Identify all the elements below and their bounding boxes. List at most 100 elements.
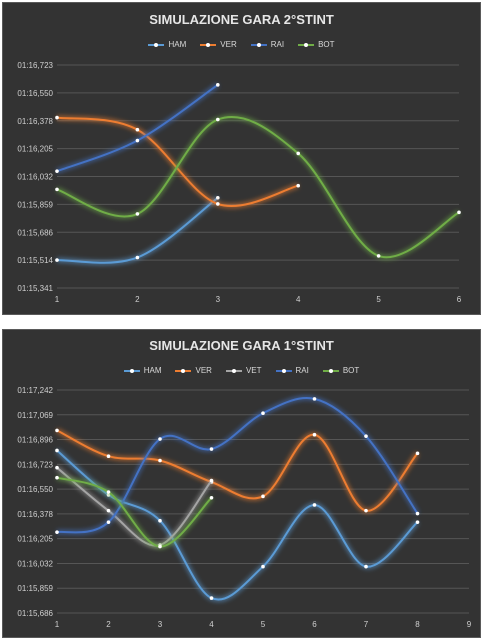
data-point-bot xyxy=(135,212,140,216)
data-point-bot xyxy=(457,210,461,215)
chart-1-stint-plot: 01:15,686 01:15,859 01:16,032 01:16,205 01:1… xyxy=(17,386,472,629)
data-point-rai xyxy=(364,434,368,438)
x-tick-label: 2 xyxy=(106,620,111,629)
chart-legend: HAM VER VET RAI BOT xyxy=(3,366,480,375)
x-tick-label: 3 xyxy=(216,295,221,304)
legend-label: VER xyxy=(220,40,237,49)
data-point-ver xyxy=(364,508,368,513)
data-point-ham xyxy=(55,448,59,453)
y-tick-label: 01:15,514 xyxy=(17,256,53,265)
x-tick-label: 6 xyxy=(312,620,317,629)
data-point-bot xyxy=(55,187,59,192)
y-tick-label: 01:15,859 xyxy=(17,584,53,593)
legend-swatch xyxy=(123,368,140,373)
legend-label: RAI xyxy=(295,366,309,375)
y-tick-label: 01:16,550 xyxy=(17,89,53,98)
data-point-vet xyxy=(209,478,214,483)
series-line-bot xyxy=(56,116,460,259)
legend-item-bot: BOT xyxy=(298,40,335,49)
chart-legend: HAM VER RAI BOT xyxy=(3,40,480,49)
y-tick-label: 01:16,032 xyxy=(17,559,53,568)
data-point-bot xyxy=(55,475,59,480)
x-tick-label: 7 xyxy=(364,620,369,629)
legend-swatch xyxy=(250,42,267,47)
y-tick-label: 01:16,378 xyxy=(17,510,53,519)
x-tick-label: 8 xyxy=(415,620,420,629)
data-point-ver xyxy=(135,127,140,132)
legend-item-ver: VER xyxy=(175,366,212,375)
data-point-ver xyxy=(296,183,301,188)
data-point-rai xyxy=(415,511,420,516)
x-tick-label: 2 xyxy=(135,295,140,304)
data-point-ham xyxy=(135,255,140,260)
chart-title: SIMULAZIONE GARA 2°STINT xyxy=(149,12,334,27)
series-line-ham xyxy=(56,449,419,601)
y-tick-label: 01:16,378 xyxy=(17,117,53,126)
data-point-ham xyxy=(158,518,162,523)
data-point-ham xyxy=(216,195,220,200)
legend-item-vet: VET xyxy=(225,366,262,375)
data-point-bot xyxy=(216,117,220,122)
data-point-bot xyxy=(106,490,111,494)
x-tick-label: 1 xyxy=(55,295,60,304)
series-line-bot xyxy=(56,476,213,548)
data-point-ver xyxy=(158,458,162,463)
series-line-ham xyxy=(56,196,219,264)
y-tick-label: 01:16,723 xyxy=(17,460,53,469)
data-point-bot xyxy=(209,495,214,500)
x-tick-label: 5 xyxy=(376,295,381,304)
chart-2-stint: 01:15,341 01:15,514 01:15,686 01:15,859 01:1… xyxy=(2,2,481,315)
y-tick-label: 01:15,686 xyxy=(17,228,53,237)
data-point-bot xyxy=(376,254,381,258)
data-point-rai xyxy=(209,447,214,451)
data-point-bot xyxy=(296,151,301,156)
data-point-rai xyxy=(261,411,265,416)
data-point-ver xyxy=(55,115,59,120)
legend-item-ver: VER xyxy=(200,40,237,49)
data-point-rai xyxy=(216,83,220,87)
x-tick-label: 9 xyxy=(467,620,472,629)
y-tick-label: 01:17,242 xyxy=(17,386,53,395)
data-point-ham xyxy=(261,564,265,569)
x-tick-label: 4 xyxy=(296,295,301,304)
legend-swatch xyxy=(200,42,217,47)
chart-1-stint: 01:15,686 01:15,859 01:16,032 01:16,205 01:1… xyxy=(2,329,481,638)
series-glow-ham xyxy=(55,448,420,603)
data-point-ham xyxy=(312,503,317,507)
y-tick-label: 01:15,686 xyxy=(17,609,53,618)
series-line-vet xyxy=(56,466,213,547)
data-point-vet xyxy=(106,508,111,513)
x-tick-label: 5 xyxy=(261,620,266,629)
chart-title: SIMULAZIONE GARA 1°STINT xyxy=(149,338,334,353)
legend-item-ham: HAM xyxy=(148,40,186,49)
data-point-ham xyxy=(364,564,368,569)
x-tick-label: 4 xyxy=(209,620,214,629)
legend-label: HAM xyxy=(143,366,162,375)
x-tick-label: 1 xyxy=(55,620,60,629)
chart-2-stint-plot: 01:15,341 01:15,514 01:15,686 01:15,859 01:1… xyxy=(17,61,461,304)
legend-label: BOT xyxy=(318,40,335,49)
y-tick-label: 01:16,032 xyxy=(17,173,53,182)
data-point-rai xyxy=(135,138,140,143)
legend-label: HAM xyxy=(168,40,187,49)
data-point-ham xyxy=(415,520,420,524)
data-point-ver xyxy=(261,494,265,499)
legend-label: VET xyxy=(245,366,262,375)
data-point-rai xyxy=(158,437,162,441)
data-point-ver xyxy=(106,454,111,459)
legend-label: VER xyxy=(195,366,212,375)
legend-item-ham: HAM xyxy=(123,366,162,375)
y-tick-label: 01:15,341 xyxy=(17,284,53,293)
y-tick-label: 01:15,859 xyxy=(17,200,53,209)
y-tick-label: 01:16,205 xyxy=(17,535,53,544)
y-tick-label: 01:16,723 xyxy=(17,61,53,70)
legend-swatch xyxy=(275,368,292,373)
data-point-bot xyxy=(158,544,162,549)
legend-item-rai: RAI xyxy=(250,40,284,49)
data-point-vet xyxy=(55,465,59,470)
y-tick-label: 01:16,205 xyxy=(17,145,53,154)
data-point-ham xyxy=(209,596,214,600)
y-tick-label: 01:16,896 xyxy=(17,436,53,445)
legend-item-rai: RAI xyxy=(275,366,309,375)
data-point-rai xyxy=(55,169,59,173)
